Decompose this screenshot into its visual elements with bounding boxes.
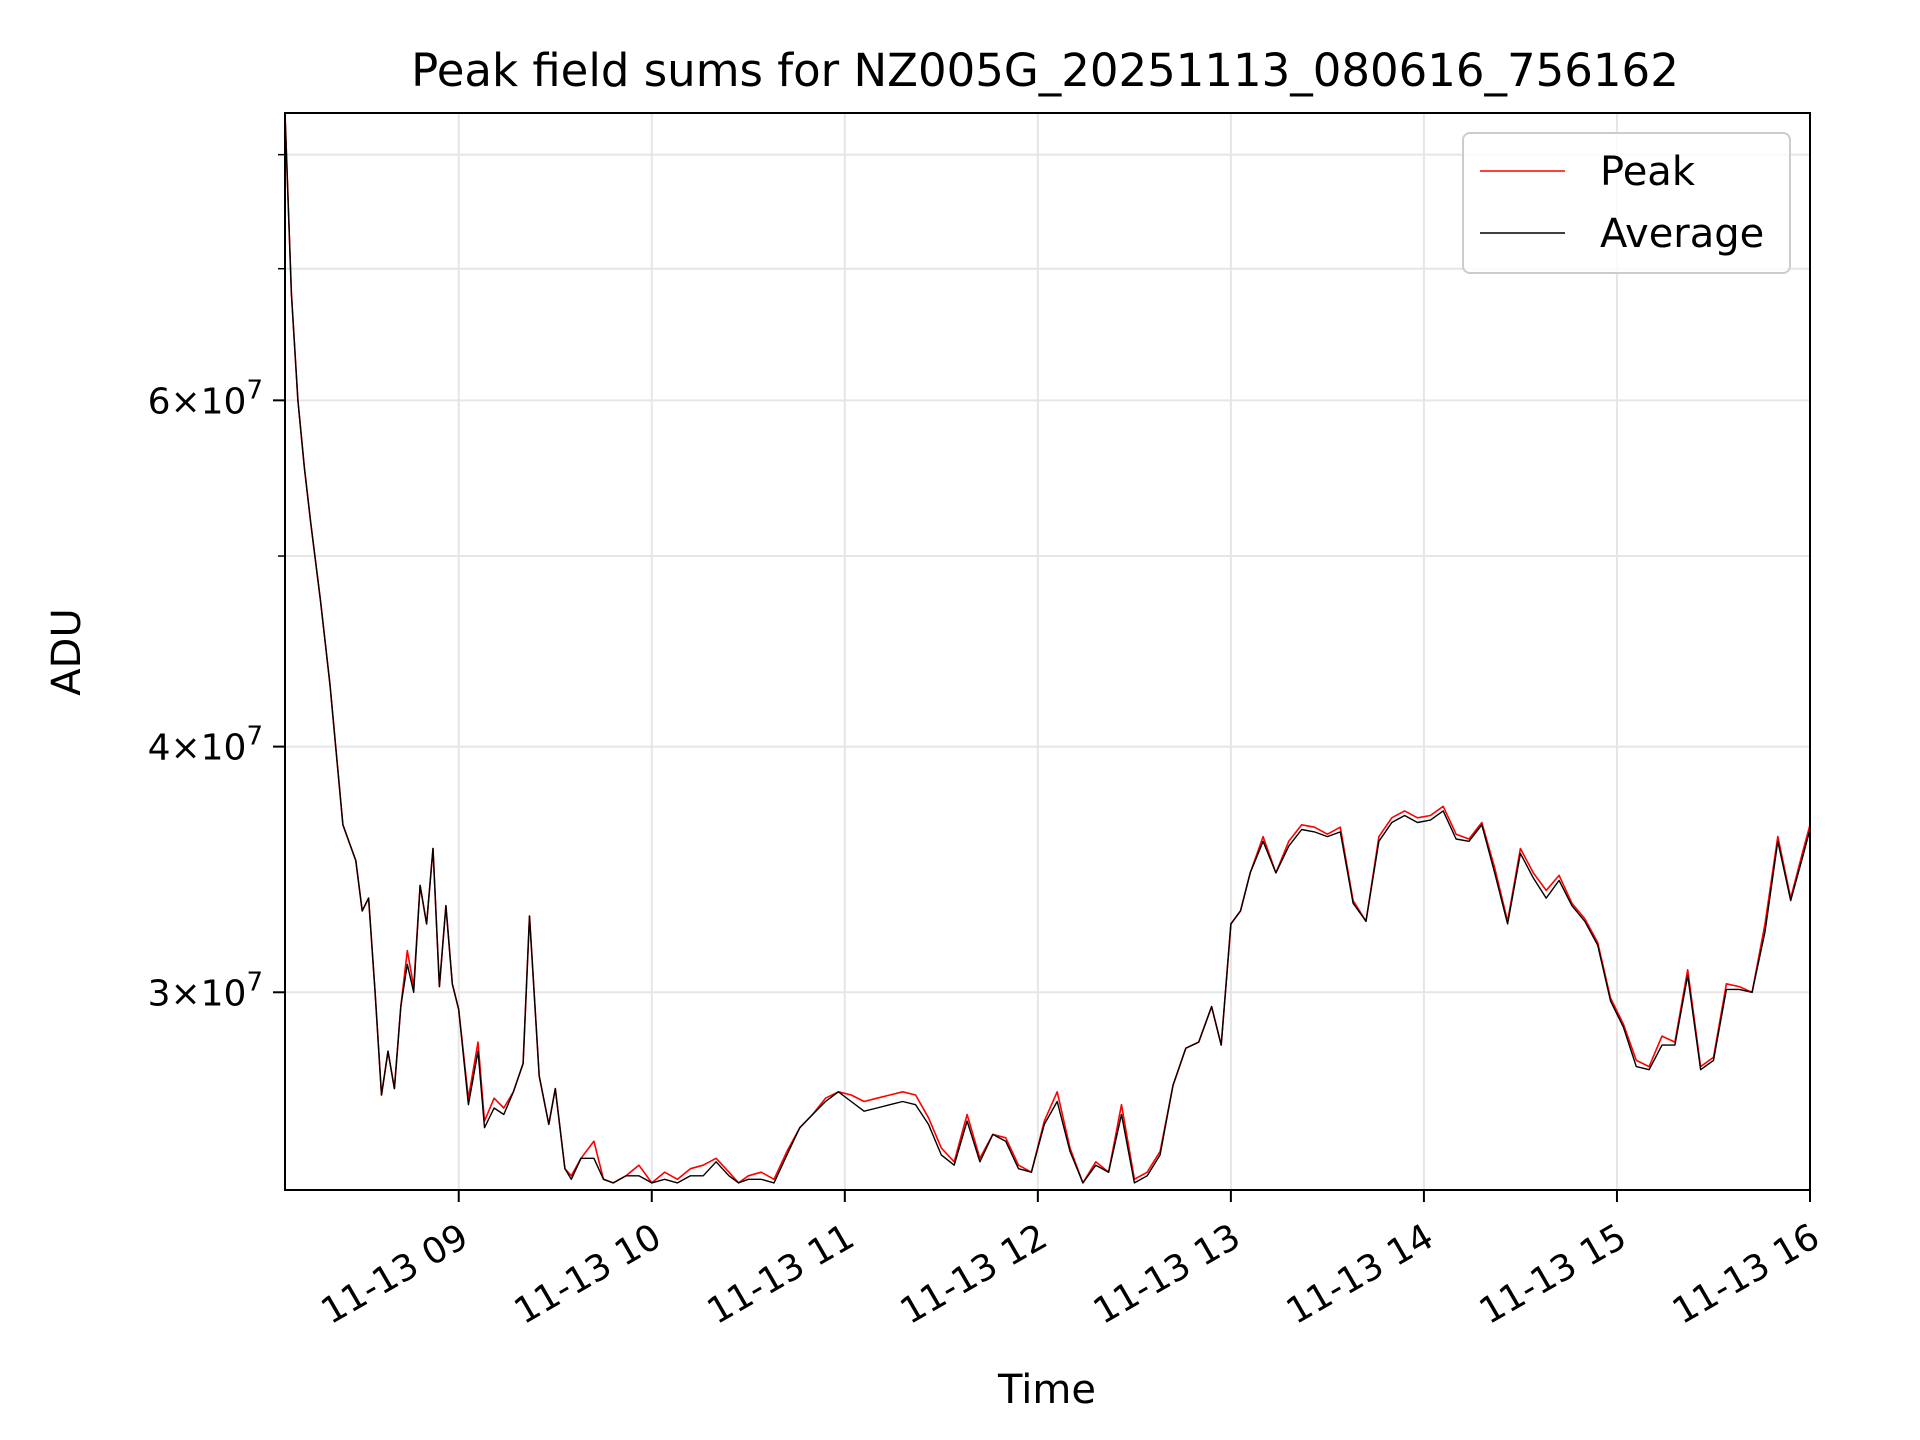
y-tick-exponent: 7 (246, 967, 263, 997)
y-tick-label: 6×107 (148, 375, 263, 422)
chart-title: Peak field sums for NZ005G_20251113_0806… (411, 44, 1679, 97)
y-tick-exponent: 7 (246, 722, 263, 752)
y-tick-label: 3×107 (148, 967, 263, 1014)
plot-area-frame (284, 112, 1811, 1191)
y-tick-mantissa: 4 (148, 728, 171, 769)
y-tick-times: ×10 (170, 728, 246, 769)
legend-box (1462, 132, 1791, 274)
y-tick-exponent: 7 (246, 375, 263, 405)
legend-peak-label: Peak (1600, 149, 1696, 195)
legend: Peak Average (1462, 132, 1791, 274)
y-tick-mantissa: 6 (148, 381, 171, 422)
y-tick-label: 4×107 (148, 722, 263, 769)
y-tick-times: ×10 (170, 973, 246, 1014)
x-axis-label: Time (997, 1367, 1096, 1413)
plot-series (284, 112, 1811, 1184)
y-axis-label: ADU (44, 608, 90, 695)
y-tick-times: ×10 (170, 381, 246, 422)
legend-average-label: Average (1600, 211, 1764, 257)
y-tick-mantissa: 3 (148, 973, 171, 1014)
series-line-average (284, 112, 1811, 1184)
